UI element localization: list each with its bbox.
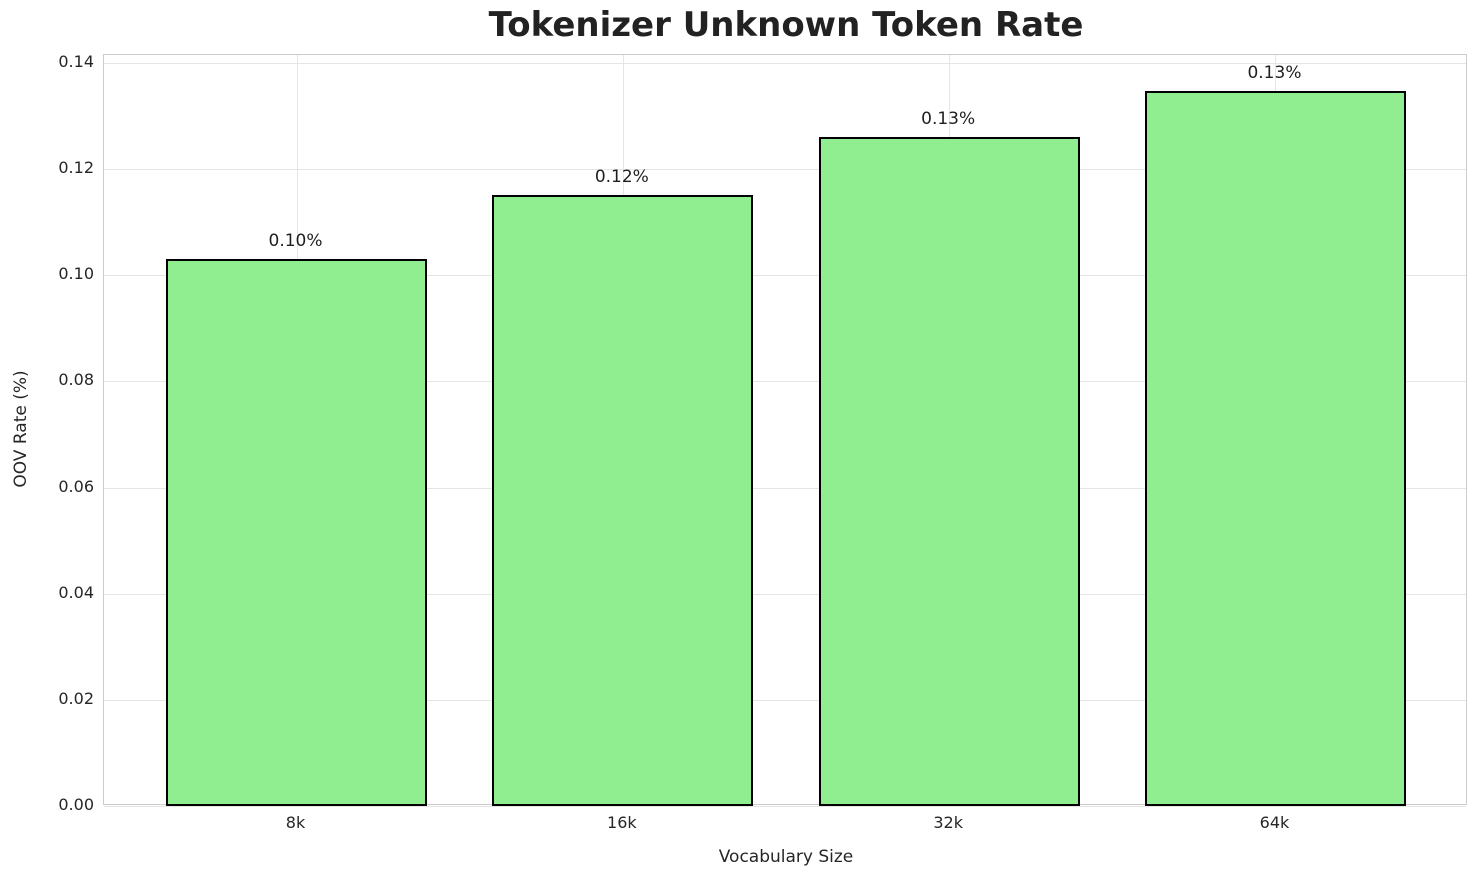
y-tick-label: 0.00	[58, 795, 94, 814]
y-tick-label: 0.08	[58, 370, 94, 390]
gridline-horizontal	[104, 593, 1466, 595]
gridline-horizontal	[104, 806, 1466, 807]
y-tick-label: 0.12	[58, 158, 94, 178]
x-tick-label: 64k	[1259, 813, 1290, 832]
gridline-horizontal	[104, 487, 1466, 489]
x-tick-label: 16k	[607, 813, 637, 832]
x-tick-label: 8k	[285, 813, 306, 832]
gridline-horizontal	[104, 62, 1466, 64]
bar-value-label: 0.13%	[1247, 63, 1302, 84]
bar-value-label: 0.10%	[268, 231, 323, 252]
gridline-horizontal	[104, 381, 1466, 383]
bar-value-label: 0.12%	[594, 166, 649, 187]
x-tick-label: 32k	[933, 813, 963, 832]
y-tick-label: 0.10	[58, 264, 94, 284]
plot-area	[103, 54, 1467, 807]
bar-8k	[166, 259, 428, 806]
gridline-horizontal	[104, 169, 1466, 171]
x-axis-label: Vocabulary Size	[718, 847, 854, 867]
chart-title: Tokenizer Unknown Token Rate	[488, 5, 1084, 45]
y-tick-label: 0.06	[58, 476, 94, 496]
bar-64k	[1144, 91, 1406, 806]
bar-32k	[818, 136, 1080, 806]
gridline-horizontal	[104, 275, 1466, 277]
y-tick-label: 0.02	[58, 688, 94, 708]
bar-value-label: 0.13%	[921, 108, 976, 129]
y-tick-label: 0.04	[58, 582, 94, 602]
bar-16k	[492, 194, 754, 806]
y-tick-label: 0.14	[58, 51, 94, 71]
gridline-horizontal	[104, 699, 1466, 701]
